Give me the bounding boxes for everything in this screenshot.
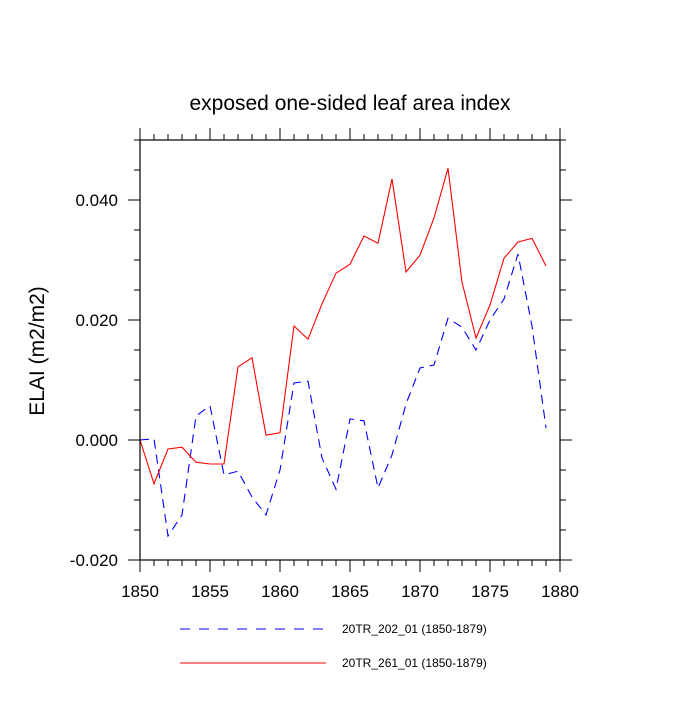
x-tick-label: 1870: [401, 582, 439, 601]
y-axis-label: ELAI (m2/m2): [26, 286, 49, 416]
x-tick-label: 1865: [331, 582, 369, 601]
x-tick-label: 1880: [541, 582, 579, 601]
legend-label-1: 20TR_202_01 (1850-1879): [342, 622, 487, 636]
x-tick-label: 1875: [471, 582, 509, 601]
chart-title: exposed one-sided leaf area index: [189, 92, 511, 115]
y-tick-label: 0.020: [75, 311, 118, 330]
plot-frame: [139, 139, 561, 561]
x-tick-label: 1860: [261, 582, 299, 601]
series-line-2: [139, 168, 547, 486]
x-tick-label: 1855: [191, 582, 229, 601]
legend-label-2: 20TR_261_01 (1850-1879): [342, 656, 487, 670]
y-tick-label: 0.000: [75, 431, 118, 450]
y-tick-label: 0.040: [75, 191, 118, 210]
axis-ticks: [128, 128, 572, 572]
y-tick-label: -0.020: [70, 551, 118, 570]
legend: 20TR_202_01 (1850-1879) 20TR_261_01 (1850…: [180, 622, 487, 670]
plot-area: [139, 168, 547, 538]
x-tick-label: 1850: [121, 582, 159, 601]
tick-labels: 1850 1855 1860 1865 1870 1875 1880 -0.020 0.000 0…: [70, 191, 579, 601]
